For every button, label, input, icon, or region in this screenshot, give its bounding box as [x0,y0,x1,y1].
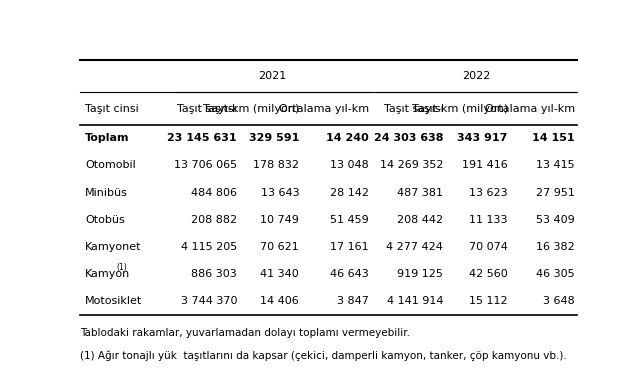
Text: 13 643: 13 643 [261,188,299,198]
Text: 28 142: 28 142 [329,188,369,198]
Text: 14 406: 14 406 [260,296,299,307]
Text: Kamyon: Kamyon [85,269,130,279]
Text: 13 048: 13 048 [330,160,369,170]
Text: 70 621: 70 621 [260,242,299,252]
Text: 4 141 914: 4 141 914 [387,296,444,307]
Text: Taşıt sayısı: Taşıt sayısı [383,103,444,114]
Text: 178 832: 178 832 [253,160,299,170]
Text: 487 381: 487 381 [397,188,444,198]
Text: 41 340: 41 340 [260,269,299,279]
Text: 46 643: 46 643 [330,269,369,279]
Text: Otobüs: Otobüs [85,215,125,225]
Text: 3 744 370: 3 744 370 [181,296,237,307]
Text: Taşıt-km (milyon): Taşıt-km (milyon) [203,103,299,114]
Text: 70 074: 70 074 [469,242,508,252]
Text: 329 591: 329 591 [249,133,299,143]
Text: 51 459: 51 459 [330,215,369,225]
Text: 886 303: 886 303 [192,269,237,279]
Text: Taşıt sayısı: Taşıt sayısı [178,103,237,114]
Text: 17 161: 17 161 [330,242,369,252]
Text: 15 112: 15 112 [469,296,508,307]
Text: Minibüs: Minibüs [85,188,128,198]
Text: Kamyonet: Kamyonet [85,242,142,252]
Text: 13 415: 13 415 [537,160,575,170]
Text: Ortalama yıl-km: Ortalama yıl-km [485,103,575,114]
Text: 4 115 205: 4 115 205 [181,242,237,252]
Text: Motosiklet: Motosiklet [85,296,142,307]
Text: (1) Ağır tonajlı yük  taşıtlarını da kapsar (çekici, damperli kamyon, tanker, çö: (1) Ağır tonajlı yük taşıtlarını da kaps… [80,351,567,361]
Text: 2022: 2022 [462,71,490,81]
Text: 27 951: 27 951 [536,188,575,198]
Text: 23 145 631: 23 145 631 [167,133,237,143]
Text: 484 806: 484 806 [191,188,237,198]
Text: (1): (1) [116,263,127,272]
Text: 14 151: 14 151 [532,133,575,143]
Text: 53 409: 53 409 [536,215,575,225]
Text: 13 623: 13 623 [469,188,508,198]
Text: Ortalama yıl-km: Ortalama yıl-km [279,103,369,114]
Text: 14 240: 14 240 [326,133,369,143]
Text: 919 125: 919 125 [397,269,444,279]
Text: 4 277 424: 4 277 424 [387,242,444,252]
Text: 16 382: 16 382 [536,242,575,252]
Text: Tablodaki rakamlar, yuvarlamadan dolayı toplamı vermeyebilir.: Tablodaki rakamlar, yuvarlamadan dolayı … [80,328,410,338]
Text: Otomobil: Otomobil [85,160,136,170]
Text: 24 303 638: 24 303 638 [374,133,444,143]
Text: 343 917: 343 917 [458,133,508,143]
Text: 14 269 352: 14 269 352 [379,160,444,170]
Text: 13 706 065: 13 706 065 [174,160,237,170]
Text: Toplam: Toplam [85,133,129,143]
Text: Taşıt-km (milyon): Taşıt-km (milyon) [412,103,508,114]
Text: 10 749: 10 749 [260,215,299,225]
Text: 2021: 2021 [258,71,287,81]
Text: 3 847: 3 847 [337,296,369,307]
Text: 11 133: 11 133 [469,215,508,225]
Text: 191 416: 191 416 [462,160,508,170]
Text: 208 882: 208 882 [191,215,237,225]
Text: 42 560: 42 560 [469,269,508,279]
Text: Taşıt cinsi: Taşıt cinsi [85,103,139,114]
Text: 46 305: 46 305 [537,269,575,279]
Text: 3 648: 3 648 [543,296,575,307]
Text: 208 442: 208 442 [397,215,444,225]
